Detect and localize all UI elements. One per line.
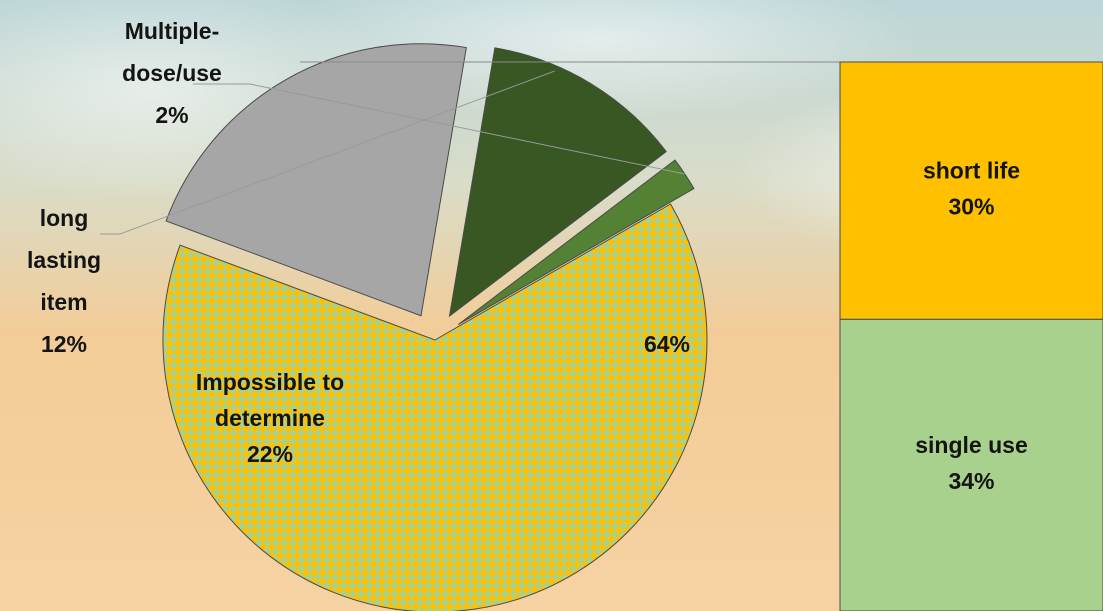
pie-slice-multiple-dose-use [458,159,695,325]
data-label-impossible-to-determine: Impossible to determine 22% [196,369,344,467]
bar-segment-single-use [839,318,1103,611]
data-label-main-slice: 64% [644,331,690,357]
pie-slice-64 [162,203,708,611]
bar-label-single-use: single use 34% [915,432,1027,494]
bar-label-short-life: short life 30% [923,158,1020,220]
pie [162,43,708,611]
bar-segment-short-life [839,61,1103,320]
leader-line-multiple-dose [193,83,685,175]
pie-slice-impossible-to-determine [165,43,467,317]
leader-line-long-lasting [100,70,555,235]
data-labels: 64% Impossible to determine 22% long lasting i… [27,18,1028,494]
data-label-multiple-dose-use: Multiple-dose/use 2% [122,18,222,128]
breakdown-bar [839,61,1103,611]
leader-lines [100,61,840,235]
pie-slice-long-lasting-item [448,47,667,318]
data-label-long-lasting-item: long lasting item 12% [27,205,101,357]
